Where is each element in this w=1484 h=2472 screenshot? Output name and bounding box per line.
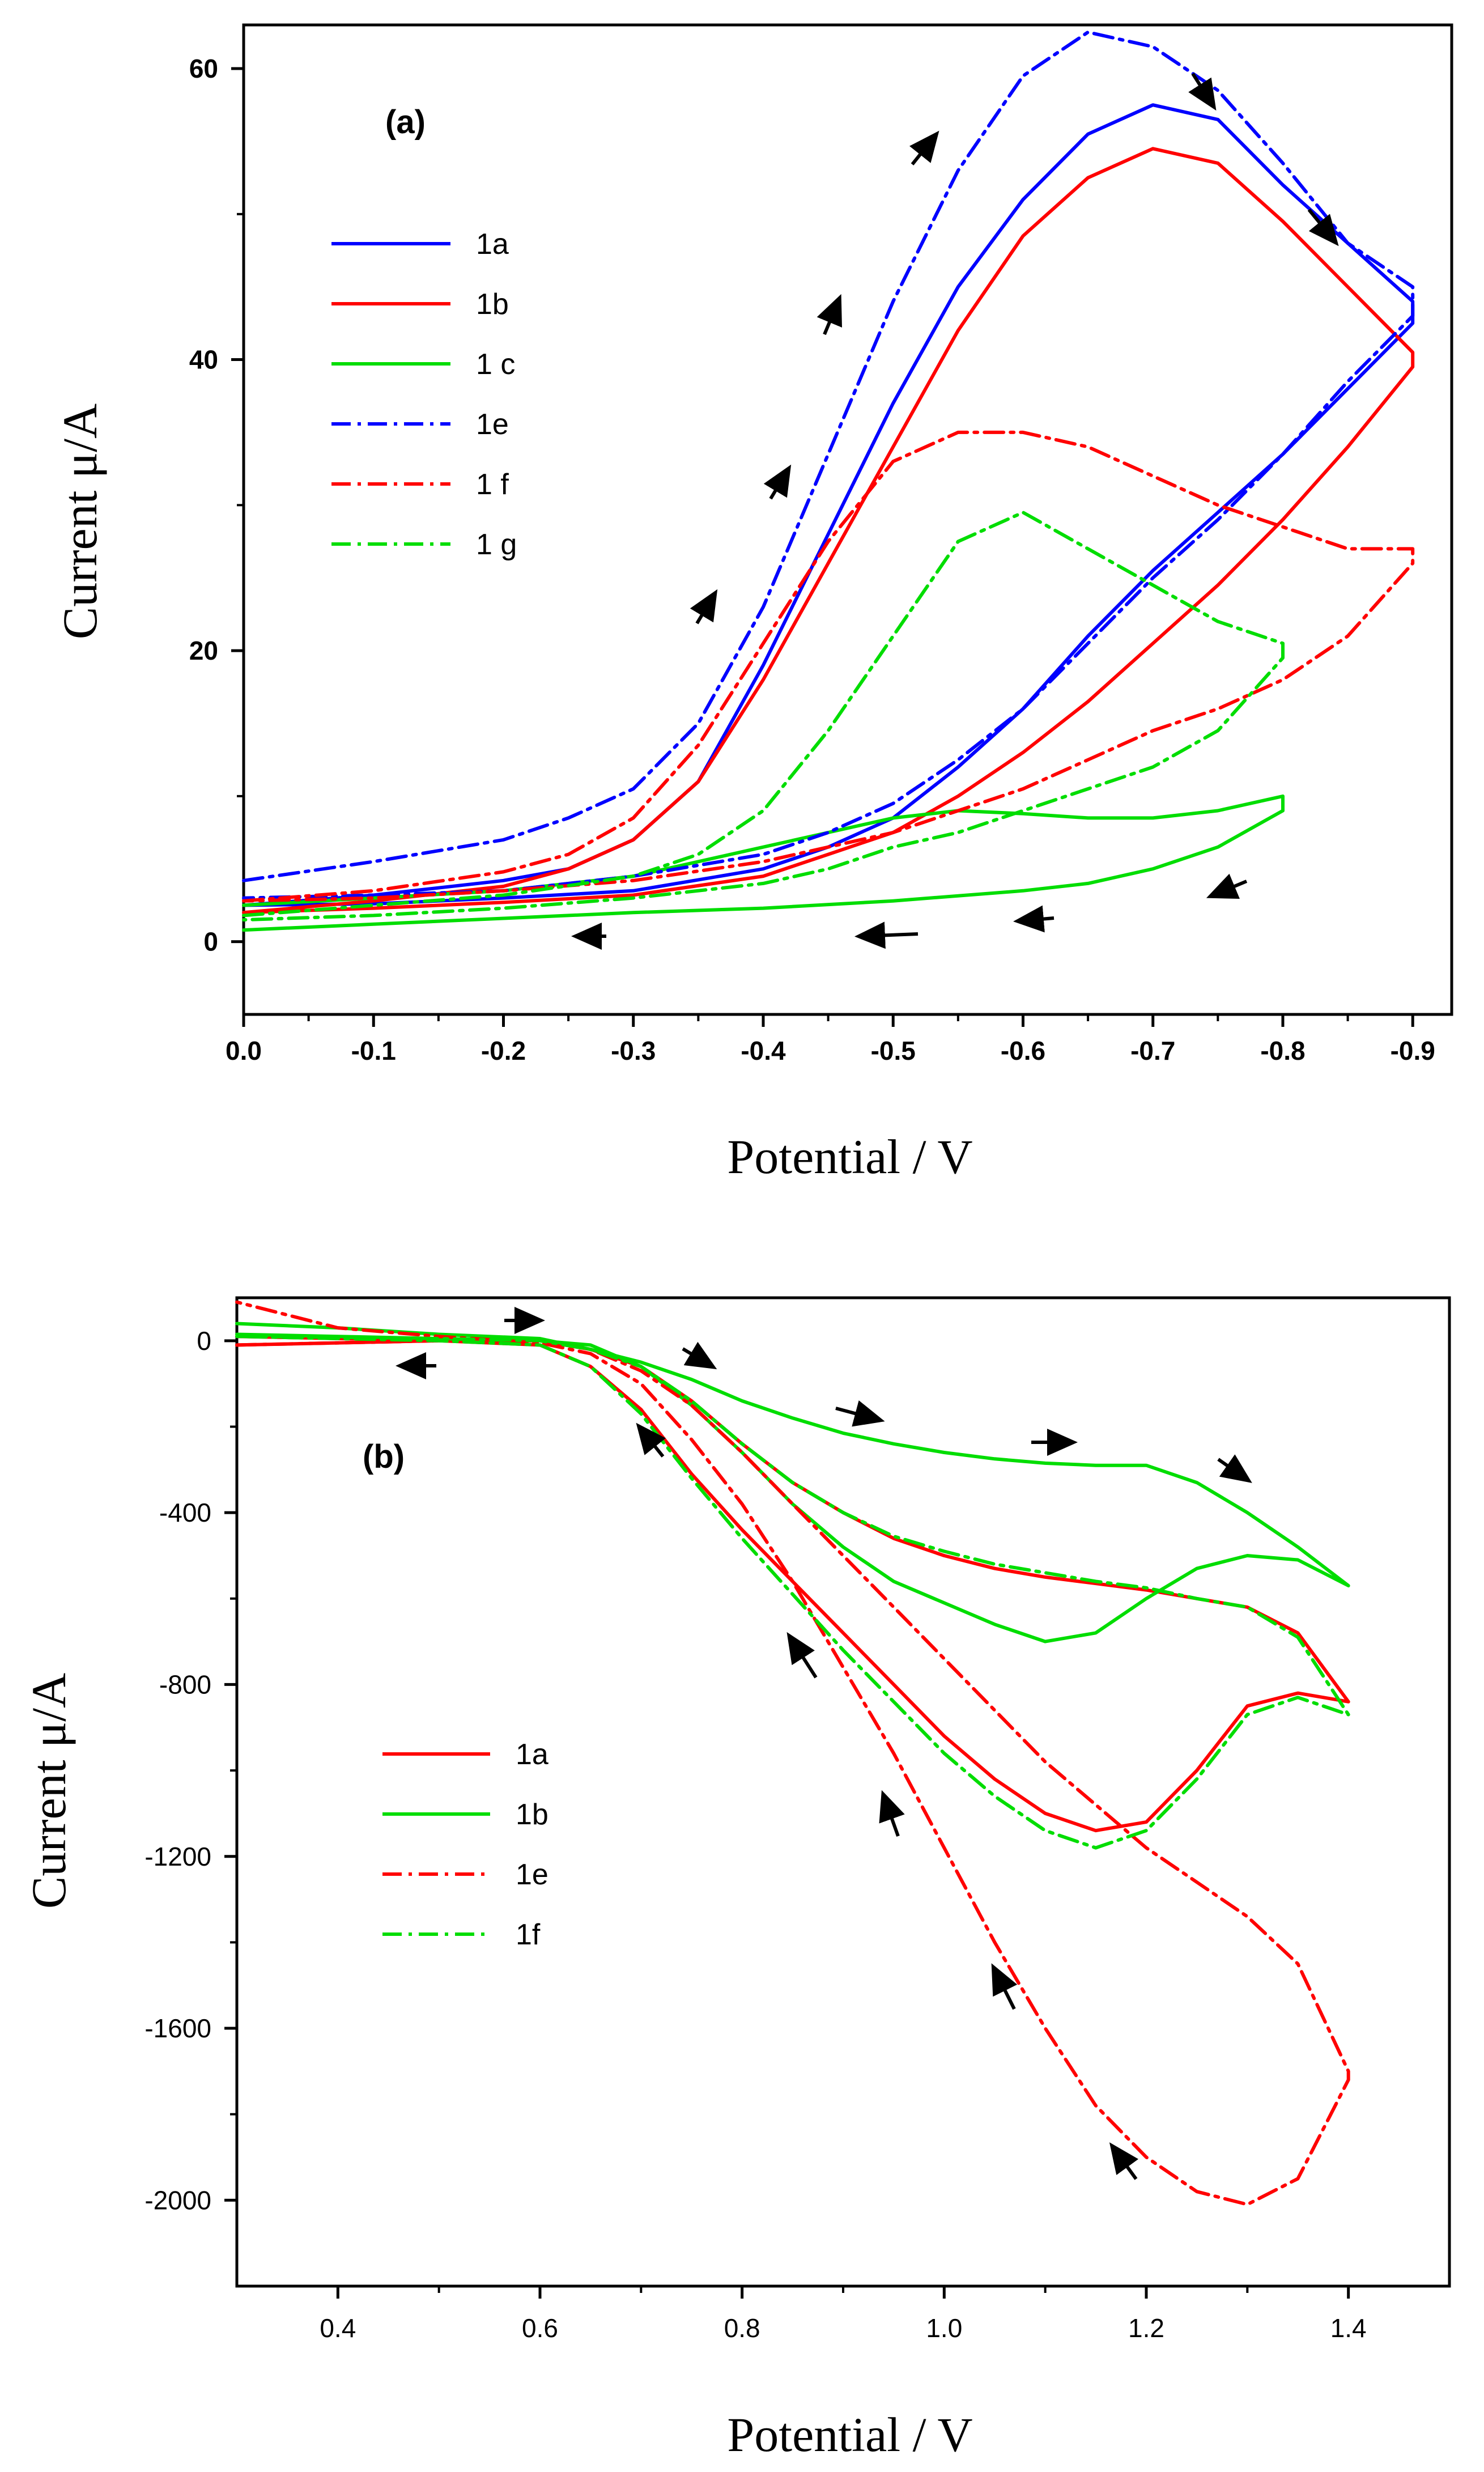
arrow-icon <box>1013 905 1054 933</box>
arrow-icon <box>879 1790 905 1837</box>
arrow-icon <box>1206 873 1248 899</box>
arrow-icon <box>786 1632 818 1679</box>
arrow-icon <box>854 921 919 949</box>
x-tick-label: 0.4 <box>320 2313 356 2343</box>
chart-panel-a: 0.0 -0.1 -0.2 -0.3 -0.4 -0.5 -0.6 -0.7 -0.8 -0.9 … <box>53 23 1453 1184</box>
x-tick-label: -0.1 <box>351 1036 396 1065</box>
arrow-icon <box>1109 2142 1139 2180</box>
panel-label-a: (a) <box>385 104 426 141</box>
series-line-1b <box>242 147 1415 915</box>
arrow-icon <box>817 294 842 335</box>
arrow-icon <box>909 130 939 165</box>
x-tick-label: -0.8 <box>1260 1036 1305 1065</box>
legend-a: 1a 1b 1 c 1e 1 f 1 g <box>331 228 517 561</box>
y-tick-label: -400 <box>159 1498 211 1527</box>
legend-label: 1e <box>516 1858 548 1891</box>
x-tick-label: -0.4 <box>741 1036 786 1065</box>
arrow-icon <box>682 1341 717 1370</box>
x-tick-label: -0.9 <box>1391 1036 1435 1065</box>
series-line-1f <box>235 1335 1350 1850</box>
x-tick-label: 1.4 <box>1330 2313 1367 2343</box>
arrow-icon <box>1188 73 1217 111</box>
arrow-icon <box>991 1963 1018 2010</box>
legend-label: 1f <box>516 1918 541 1951</box>
y-tick-label: -1200 <box>144 1842 211 1871</box>
direction-arrows-b <box>396 1307 1252 2180</box>
x-tick-label: 1.0 <box>926 2313 962 2343</box>
y-axis-label-b: Current μ/A <box>22 1673 76 1909</box>
x-tick-label: 0.8 <box>724 2313 760 2343</box>
y-ticks-a: 0 20 40 60 <box>189 54 244 957</box>
x-tick-label: -0.7 <box>1130 1036 1175 1065</box>
arrow-icon <box>636 1422 666 1458</box>
legend-label: 1a <box>476 228 509 261</box>
series-layer-b <box>235 1300 1350 2206</box>
arrow-icon <box>835 1400 885 1427</box>
x-tick-label: -0.3 <box>611 1036 656 1065</box>
series-line-1f <box>242 430 1415 903</box>
series-line-1g <box>242 511 1285 922</box>
legend-b: 1a 1b 1e 1f <box>382 1738 548 1951</box>
legend-label: 1 f <box>476 468 509 501</box>
y-tick-label: 20 <box>189 636 218 665</box>
panel-label-b: (b) <box>363 1438 405 1475</box>
x-axis-label-a: Potential / V <box>727 1129 972 1184</box>
legend-label: 1b <box>516 1798 548 1831</box>
y-tick-label: 60 <box>189 54 218 83</box>
direction-arrows-a <box>571 73 1339 950</box>
series-line-1b <box>235 1322 1350 1643</box>
y-tick-label: -800 <box>159 1670 211 1700</box>
x-tick-label: 0.0 <box>226 1036 262 1065</box>
arrow-icon <box>690 589 718 625</box>
arrow-icon <box>1307 209 1339 247</box>
x-tick-label: 1.2 <box>1128 2313 1164 2343</box>
x-tick-label: -0.6 <box>1001 1036 1045 1065</box>
x-axis-label-b: Potential / V <box>727 2407 972 2462</box>
y-tick-label: 40 <box>189 345 218 375</box>
plot-frame-b <box>235 1296 1451 2288</box>
series-line-1e <box>242 30 1415 900</box>
x-tick-label: -0.5 <box>871 1036 916 1065</box>
chart-panel-b: 0.4 0.6 0.8 1.0 1.2 1.4 0 -400 -800 -1200 -1600 -2… <box>22 1296 1451 2462</box>
x-tick-label: -0.2 <box>481 1036 526 1065</box>
y-axis-label-a: Current μ/A <box>53 403 107 639</box>
x-tick-label: 0.6 <box>522 2313 558 2343</box>
series-line-1e <box>235 1300 1350 2206</box>
y-tick-label: -1600 <box>144 2014 211 2043</box>
y-tick-label: 0 <box>197 1326 211 1356</box>
legend-label: 1e <box>476 408 509 441</box>
series-layer-a <box>242 30 1415 932</box>
legend-label: 1 g <box>476 528 517 561</box>
legend-label: 1a <box>516 1738 548 1771</box>
series-line-1c <box>242 794 1285 932</box>
arrow-icon <box>763 464 792 500</box>
y-ticks-b: 0 -400 -800 -1200 -1600 -2000 <box>144 1326 237 2215</box>
y-tick-label: 0 <box>203 927 218 957</box>
x-ticks-a: 0.0 -0.1 -0.2 -0.3 -0.4 -0.5 -0.6 -0.7 -0.8 -0.9 <box>226 1014 1435 1065</box>
arrow-icon <box>1217 1454 1252 1483</box>
y-tick-label: -2000 <box>144 2185 211 2215</box>
legend-label: 1 c <box>476 348 515 381</box>
x-ticks-b: 0.4 0.6 0.8 1.0 1.2 1.4 <box>320 2286 1367 2343</box>
legend-label: 1b <box>476 288 509 321</box>
